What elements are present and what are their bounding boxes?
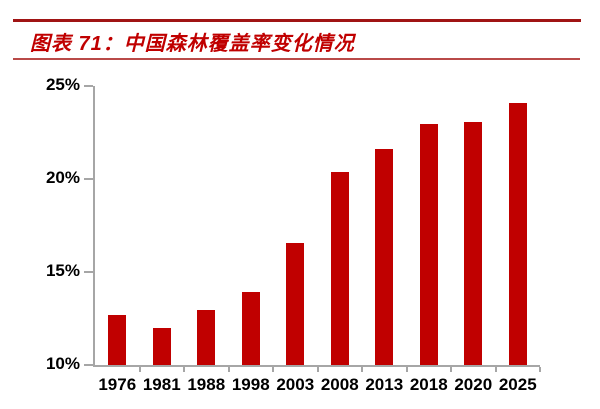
- y-tick: [84, 178, 93, 180]
- x-tick: [272, 367, 274, 372]
- x-tick: [539, 367, 541, 372]
- y-tick: [84, 271, 93, 273]
- y-axis-label: 20%: [45, 168, 80, 188]
- bar-1981: [152, 327, 171, 365]
- x-tick: [138, 367, 141, 372]
- bar-2008: [330, 172, 349, 365]
- bar-1998: [241, 292, 260, 365]
- x-axis-label: 2013: [365, 375, 404, 394]
- bar-2013: [375, 148, 394, 365]
- y-axis-label: 15%: [45, 261, 80, 281]
- bar-1988: [197, 309, 216, 365]
- x-axis-label: 1981: [142, 375, 181, 394]
- x-axis-label: 1998: [231, 375, 270, 394]
- bar-2025: [508, 102, 527, 365]
- x-axis-label: 2020: [454, 375, 493, 394]
- x-axis-label: 2003: [276, 375, 315, 394]
- x-axis-label: 1988: [187, 375, 226, 394]
- bar-2020: [464, 122, 483, 365]
- bar-1976: [108, 314, 127, 365]
- x-axis-label: 2018: [409, 375, 448, 394]
- x-tick: [316, 367, 319, 372]
- x-tick: [450, 367, 452, 372]
- header-rule-top: [13, 19, 581, 22]
- x-axis-label: 2008: [320, 375, 359, 394]
- x-axis-label: 1976: [98, 375, 137, 394]
- chart-title: 图表 71：中国森林覆盖率变化情况: [30, 33, 355, 55]
- y-tick: [84, 364, 93, 366]
- bar-2018: [419, 123, 438, 365]
- bar-2003: [286, 243, 305, 365]
- plot-area: 1976 1981 1988 1998 2003 2008 2013 2018 2020 2025…: [46, 75, 541, 394]
- y-axis-label: 10%: [45, 354, 80, 374]
- x-tick: [405, 367, 408, 372]
- x-axis-label: 2025: [498, 375, 537, 394]
- x-tick: [183, 367, 185, 372]
- y-axis-label: 25%: [45, 75, 80, 95]
- header-rule-bottom: [13, 58, 580, 60]
- x-tick: [361, 367, 363, 372]
- x-tick: [227, 367, 230, 372]
- y-tick: [84, 85, 93, 87]
- x-tick: [494, 367, 497, 372]
